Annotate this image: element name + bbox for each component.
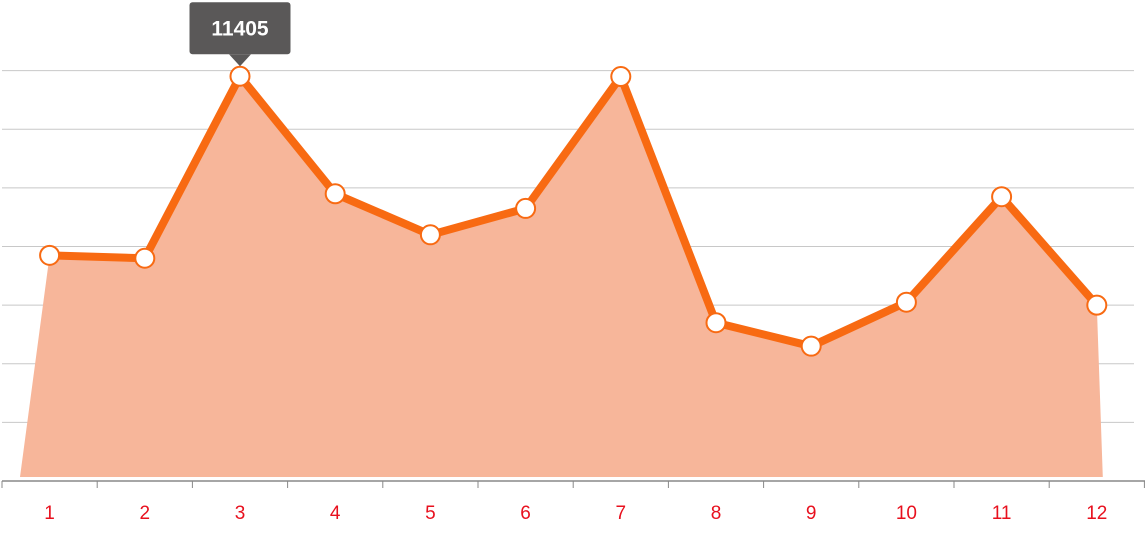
tooltip-pointer <box>229 54 251 67</box>
data-point <box>610 66 632 88</box>
x-tick-label: 4 <box>330 503 341 524</box>
data-point <box>515 197 537 219</box>
data-point <box>991 186 1013 208</box>
x-tick-label: 1 <box>44 503 55 524</box>
x-tick-label: 10 <box>896 503 917 524</box>
data-point <box>229 65 251 87</box>
x-tick-label: 11 <box>992 503 1012 524</box>
tooltip: 11405 <box>189 2 291 67</box>
x-axis <box>1 480 1145 488</box>
data-point <box>324 183 346 205</box>
tooltip-value: 11405 <box>211 17 269 40</box>
x-tick-label: 8 <box>711 503 722 524</box>
area-fill <box>20 76 1103 477</box>
data-point <box>419 224 441 246</box>
x-tick-label: 3 <box>235 503 246 524</box>
data-point <box>705 312 727 334</box>
data-point <box>800 335 822 357</box>
x-tick-labels: 1 2 3 4 5 6 7 8 9 10 11 12 <box>44 503 1107 524</box>
x-tick-label: 12 <box>1086 503 1107 524</box>
x-tick-label: 5 <box>425 503 436 524</box>
x-tick-label: 6 <box>520 503 531 524</box>
data-point <box>1086 294 1108 316</box>
x-tick-label: 7 <box>616 503 627 524</box>
x-tick-label: 2 <box>140 503 151 524</box>
x-tick-label: 9 <box>806 503 817 524</box>
data-point <box>134 247 156 269</box>
series-line <box>45 72 1101 351</box>
tooltip-box <box>189 2 291 55</box>
data-point <box>895 291 917 313</box>
data-points <box>39 65 1108 357</box>
data-point <box>39 244 61 266</box>
